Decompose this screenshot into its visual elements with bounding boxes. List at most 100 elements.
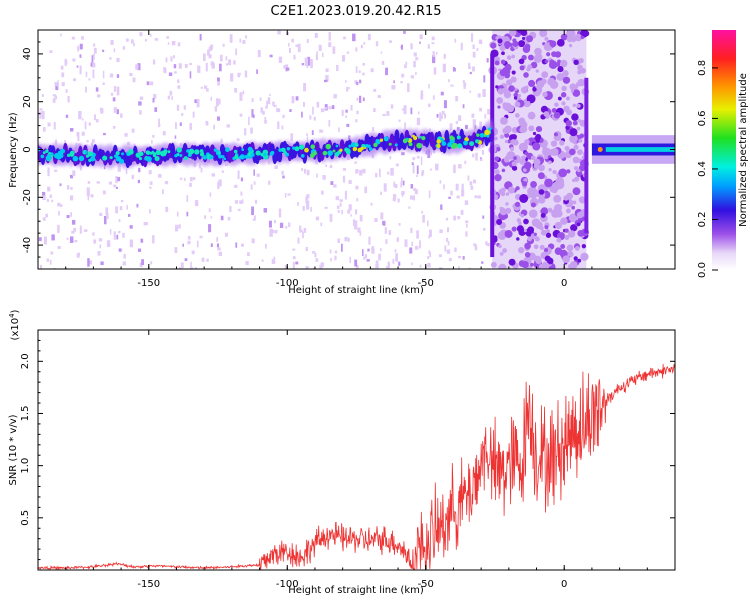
noise-blob — [572, 156, 580, 164]
noise-blob — [502, 127, 509, 134]
speckle — [384, 227, 387, 234]
noise-blob — [526, 67, 531, 72]
speckle — [471, 113, 475, 118]
noise-blob — [521, 181, 528, 187]
ridge-highlight — [42, 151, 46, 155]
speckle — [239, 113, 243, 117]
speckle — [398, 223, 401, 226]
speckle — [102, 82, 105, 86]
speckle — [118, 219, 121, 223]
noise-blob — [532, 87, 537, 92]
speckle — [51, 199, 54, 203]
speckle — [305, 266, 309, 269]
speckle — [100, 108, 104, 114]
speckle — [125, 168, 128, 175]
ridge-highlight — [146, 156, 152, 162]
speckle — [472, 44, 475, 50]
speckle — [178, 267, 183, 269]
noise-blob — [572, 89, 581, 97]
noise-blob — [572, 103, 577, 108]
speckle — [215, 98, 219, 107]
noise-blob — [511, 134, 517, 140]
ridge-highlight — [213, 148, 218, 152]
ridge-highlight — [84, 150, 88, 154]
speckle — [54, 81, 58, 87]
noise-blob — [541, 262, 550, 269]
speckle — [382, 220, 386, 225]
noise-blob — [557, 96, 562, 101]
speckle — [203, 53, 206, 62]
speckle — [453, 164, 456, 174]
speckle — [328, 32, 331, 41]
speckle — [152, 97, 155, 103]
speckle — [237, 72, 241, 76]
speckle — [411, 162, 414, 165]
speckle — [180, 262, 184, 269]
secondary-ridge — [591, 135, 675, 164]
speckle — [79, 65, 82, 75]
speckle — [419, 41, 421, 44]
noise-blob — [504, 139, 509, 144]
speckle — [253, 114, 255, 119]
ridge-highlight — [379, 138, 384, 142]
noise-blob — [549, 80, 559, 89]
ridge-highlight — [40, 154, 45, 159]
ridge-highlight — [186, 149, 190, 153]
speckle — [486, 58, 489, 63]
speckle — [271, 259, 275, 264]
speckle — [57, 245, 61, 250]
noise-blob — [545, 232, 552, 238]
speckle — [39, 113, 42, 119]
noise-blob — [551, 51, 557, 58]
ridge-core-cell — [277, 150, 283, 163]
noise-blob — [519, 158, 526, 165]
x-tick-label: -100 — [276, 278, 299, 289]
speckle — [139, 110, 142, 115]
noise-blob — [494, 156, 500, 162]
speckle — [77, 252, 81, 256]
noise-blob — [530, 61, 538, 69]
snr-xlabel: Height of straight line (km) — [288, 585, 424, 596]
speckle — [460, 42, 463, 51]
speckle — [330, 257, 332, 262]
noise-blob — [516, 218, 521, 223]
speckle — [428, 103, 431, 108]
speckle — [333, 94, 337, 99]
ridge-highlight — [383, 136, 389, 142]
ridge-highlight — [109, 155, 113, 160]
speckle — [427, 220, 429, 227]
noise-blob — [544, 248, 548, 253]
speckle — [474, 244, 478, 251]
speckle — [403, 30, 406, 34]
ridge-highlight — [368, 147, 373, 151]
speckle — [216, 243, 220, 248]
ridge-highlight — [350, 142, 357, 148]
speckle — [259, 97, 262, 102]
speckle — [57, 202, 61, 207]
speckle — [217, 247, 221, 251]
speckle — [472, 179, 477, 184]
noise-blob — [565, 96, 570, 101]
y-tick-label: 40 — [22, 48, 33, 61]
speckle — [301, 111, 303, 118]
speckle — [274, 219, 277, 224]
noise-blob — [534, 47, 542, 56]
speckle — [295, 261, 299, 265]
speckle — [138, 101, 142, 106]
ridge-highlight — [388, 142, 392, 146]
noise-edge-left — [490, 53, 495, 258]
speckle — [77, 136, 80, 141]
ridge-highlight — [339, 148, 343, 152]
speckle — [69, 236, 74, 243]
speckle — [81, 131, 85, 136]
speckle — [447, 240, 450, 246]
speckle — [49, 50, 53, 53]
speckle — [213, 124, 215, 130]
noise-blob — [578, 57, 584, 64]
ridge-highlight — [247, 146, 253, 152]
speckle — [50, 251, 54, 255]
speckle — [96, 181, 101, 184]
speckle — [218, 251, 222, 256]
speckle — [122, 46, 126, 50]
noise-blob — [506, 104, 515, 113]
